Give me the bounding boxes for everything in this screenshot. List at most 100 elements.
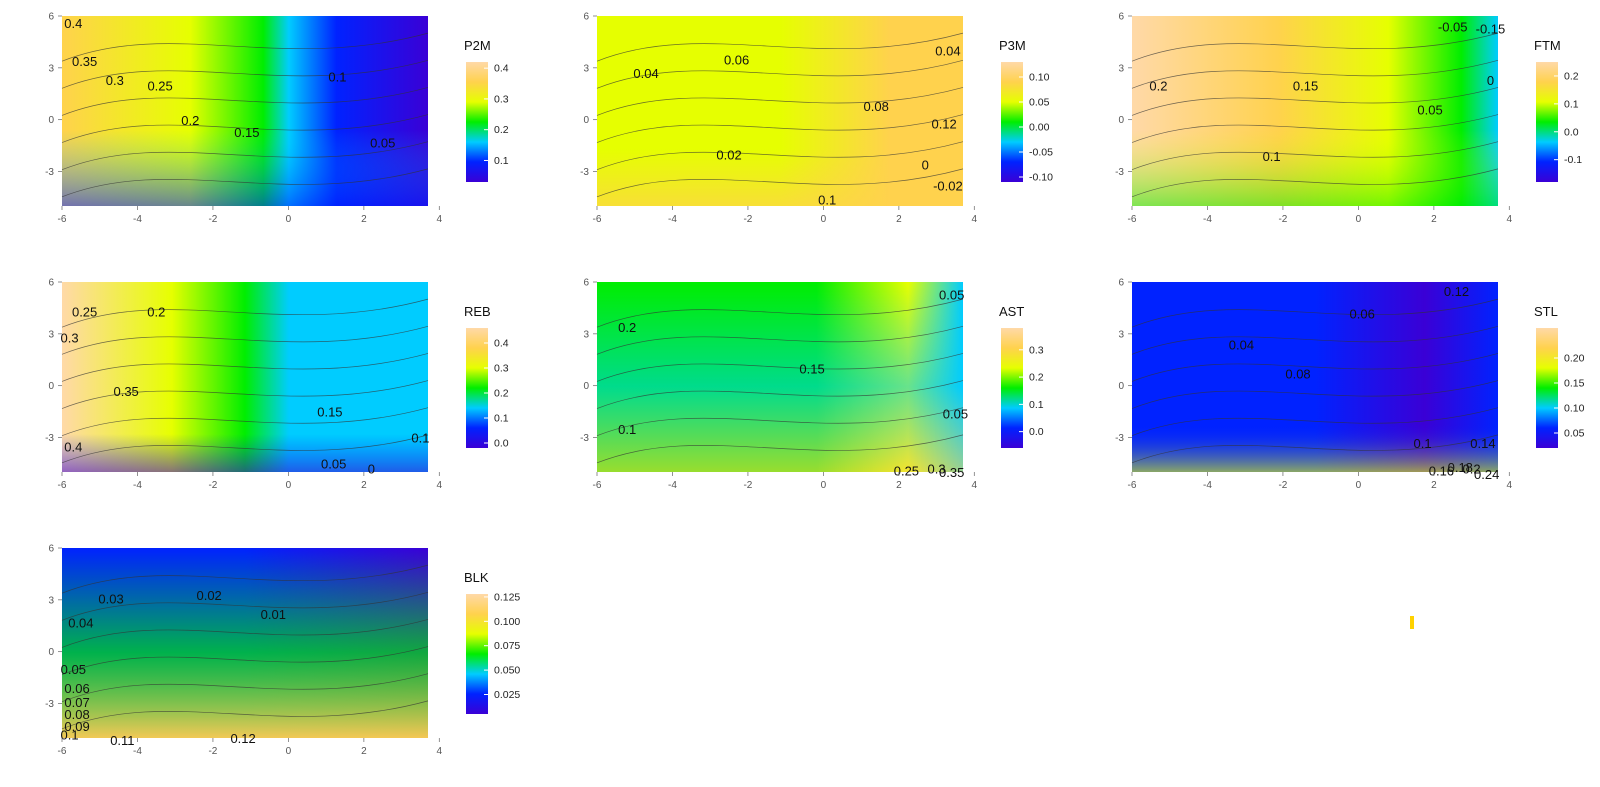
y-tick-label: 6 bbox=[48, 278, 54, 289]
legend-colorbar bbox=[1536, 328, 1558, 448]
contour-line bbox=[1131, 380, 1499, 409]
x-tick-label: -6 bbox=[58, 746, 67, 757]
contour-panel-stl: 0.12 0.06 0.04 0.08 0.1 0.14 0.160.180.20.24 -6… bbox=[1115, 278, 1585, 492]
contour-line bbox=[596, 325, 964, 355]
legend-tick-label: 0.10 bbox=[1029, 72, 1050, 84]
contour-line bbox=[61, 353, 429, 382]
contour-label: 0.2 bbox=[147, 305, 165, 320]
contour-label: 0.3 bbox=[106, 73, 124, 88]
x-tick-label: -6 bbox=[593, 214, 602, 225]
contour-label: 0.2 bbox=[1463, 462, 1481, 477]
x-tick-label: 2 bbox=[896, 480, 902, 491]
x-tick-label: -2 bbox=[208, 746, 217, 757]
legend-colorbar bbox=[466, 62, 488, 182]
contour-label: 0.35 bbox=[113, 384, 138, 399]
x-tick-label: 2 bbox=[1431, 480, 1437, 491]
legend-tick-label: 0.20 bbox=[1564, 353, 1585, 365]
contour-label: -0.05 bbox=[1438, 20, 1468, 35]
contour-label: 0.08 bbox=[64, 707, 89, 722]
heat-overlay bbox=[1132, 16, 1498, 206]
y-tick-label: 0 bbox=[48, 115, 54, 126]
x-tick-label: 2 bbox=[1431, 214, 1437, 225]
x-tick-label: -2 bbox=[743, 214, 752, 225]
contour-line bbox=[61, 298, 429, 328]
contour-line bbox=[1131, 59, 1499, 89]
contour-label: 0.02 bbox=[716, 147, 741, 162]
legend-tick-label: 0.2 bbox=[1029, 372, 1044, 384]
contour-line bbox=[61, 407, 429, 437]
contour-label: 0.05 bbox=[370, 135, 395, 150]
contour-line bbox=[61, 59, 429, 89]
x-tick-label: 2 bbox=[361, 214, 367, 225]
contour-label: 0.25 bbox=[894, 463, 919, 478]
y-tick-label: 6 bbox=[48, 12, 54, 23]
x-tick-label: 0 bbox=[1356, 480, 1362, 491]
x-tick-label: 4 bbox=[1507, 480, 1513, 491]
y-tick-label: 3 bbox=[48, 595, 54, 606]
contour-label: 0.1 bbox=[1413, 436, 1431, 451]
x-tick-label: -2 bbox=[1278, 214, 1287, 225]
contour-label: 0.09 bbox=[64, 719, 89, 734]
contour-label: 0.05 bbox=[939, 287, 964, 302]
contour-label: 0.15 bbox=[317, 405, 342, 420]
contour-label: 0.04 bbox=[68, 615, 93, 630]
legend-title: BLK bbox=[464, 570, 489, 585]
heat-overlay bbox=[597, 282, 963, 472]
contour-label: 0.3 bbox=[928, 462, 946, 477]
x-tick-label: -2 bbox=[1278, 480, 1287, 491]
contour-line bbox=[1131, 407, 1499, 437]
contour-line bbox=[596, 168, 964, 198]
y-tick-label: -3 bbox=[580, 433, 589, 444]
contour-label: 0.1 bbox=[618, 422, 636, 437]
x-tick-label: -4 bbox=[668, 214, 677, 225]
contour-label: 0.15 bbox=[799, 362, 824, 377]
legend-colorbar bbox=[466, 594, 488, 714]
legend-colorbar bbox=[1536, 62, 1558, 182]
contour-line bbox=[596, 298, 964, 328]
x-tick-label: -2 bbox=[208, 480, 217, 491]
contour-label: 0.2 bbox=[1149, 78, 1167, 93]
legend-tick-label: -0.10 bbox=[1029, 172, 1053, 184]
contour-line bbox=[61, 32, 429, 62]
x-tick-label: -6 bbox=[1128, 214, 1137, 225]
y-tick-label: 3 bbox=[1118, 329, 1124, 340]
contour-line bbox=[1131, 141, 1499, 171]
legend-title: REB bbox=[464, 304, 491, 319]
contour-label: 0.4 bbox=[64, 439, 82, 454]
legend-tick-label: 0.05 bbox=[1029, 97, 1050, 109]
legend-tick-label: -0.1 bbox=[1564, 154, 1582, 166]
contour-line bbox=[1131, 298, 1499, 328]
contour-line bbox=[1131, 325, 1499, 355]
contour-line bbox=[1131, 353, 1499, 382]
contour-line bbox=[61, 114, 429, 143]
contour-line bbox=[1131, 114, 1499, 143]
legend-tick-label: 0.050 bbox=[494, 665, 520, 677]
x-tick-label: -6 bbox=[1128, 480, 1137, 491]
y-tick-label: 3 bbox=[583, 63, 589, 74]
contour-label: 0.2 bbox=[618, 320, 636, 335]
y-tick-label: 3 bbox=[583, 329, 589, 340]
contour-label: 0.03 bbox=[98, 591, 123, 606]
x-tick-label: -4 bbox=[133, 214, 142, 225]
legend-tick-label: -0.05 bbox=[1029, 147, 1053, 159]
x-tick-label: -6 bbox=[593, 480, 602, 491]
contour-line bbox=[596, 114, 964, 143]
legend-tick-label: 0.3 bbox=[494, 363, 509, 375]
heat-overlay bbox=[62, 548, 428, 738]
contour-panel-ftm: 0.2 0.15 0.05 0.1 0 -0.05 -0.15 -6 -4 -2 0 2 4 6 3 0 -3 F… bbox=[1115, 12, 1582, 226]
contour-label: 0.24 bbox=[1474, 467, 1499, 482]
contour-panel-p2m: 0.4 0.35 0.3 0.25 0.2 0.15 0.1 0.05 -6 -4 -2 0 2 4 6 3 0… bbox=[45, 12, 509, 226]
contour-label: -0.02 bbox=[933, 178, 963, 193]
contour-panel-p3m: 0.040.060.080.120.020.10-0.020.04-6 -4 -2 0… bbox=[580, 12, 1053, 226]
contour-label: 0 bbox=[922, 158, 929, 173]
legend-title: AST bbox=[999, 304, 1024, 319]
legend-tick-label: 0.0 bbox=[494, 438, 509, 450]
y-tick-label: 6 bbox=[583, 278, 589, 289]
x-tick-label: 0 bbox=[286, 214, 292, 225]
legend-tick-label: 0.1 bbox=[494, 155, 509, 167]
contour-label: 0.04 bbox=[633, 66, 658, 81]
contour-label: 0.25 bbox=[72, 305, 97, 320]
contour-label: 0.08 bbox=[1285, 367, 1310, 382]
contour-label: 0 bbox=[1487, 73, 1494, 88]
y-tick-label: 3 bbox=[48, 63, 54, 74]
